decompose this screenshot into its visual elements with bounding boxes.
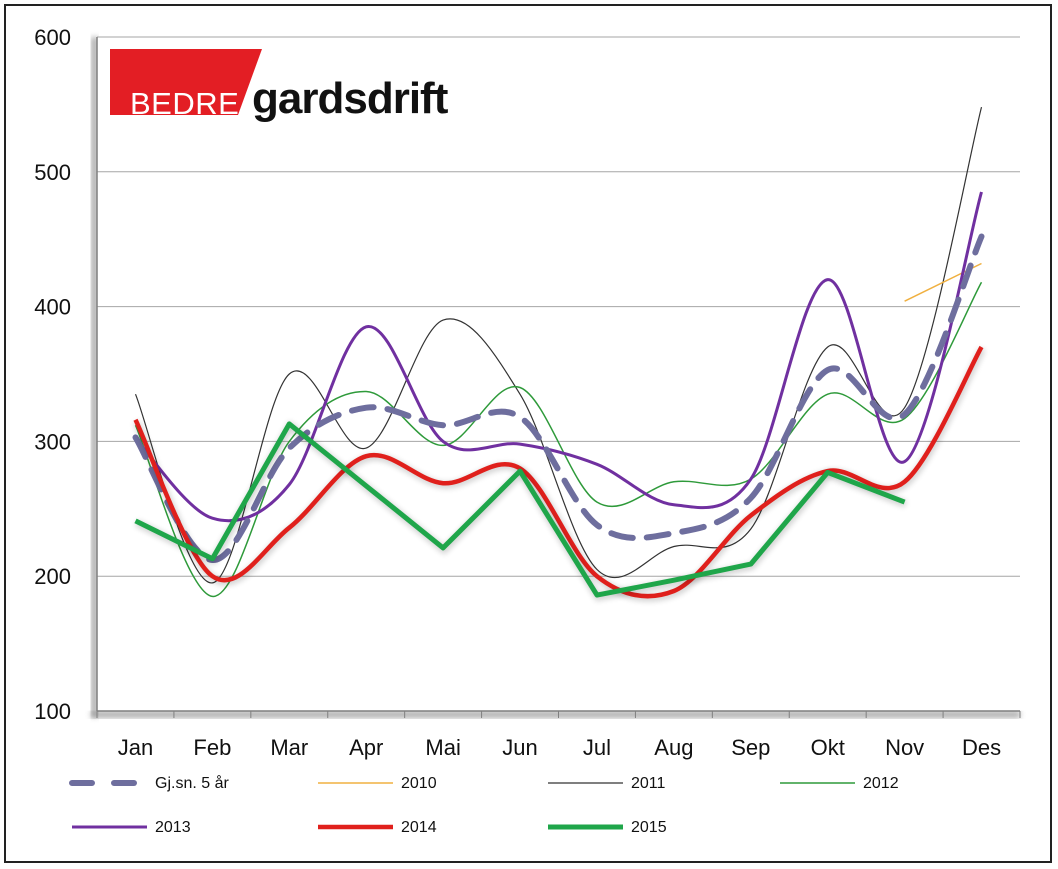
x-tick-label-mai: Mai: [425, 735, 460, 760]
y-tick-label-100: 100: [34, 699, 71, 724]
x-tick-label-feb: Feb: [193, 735, 231, 760]
x-tick-label-sep: Sep: [731, 735, 770, 760]
bedre-gardsdrift-logo: BEDRE gardsdrift: [110, 49, 450, 123]
y-tick-label-600: 600: [34, 25, 71, 50]
series-line-2015: [134, 421, 906, 598]
legend-label-2011: 2011: [631, 775, 666, 792]
series-line-gj-sn-5-r: [132, 233, 985, 563]
series-line-2012: [134, 281, 983, 598]
plot-shadow-left: [91, 37, 98, 717]
logo-text-bedre: BEDRE: [130, 86, 239, 121]
series-line-2013: [134, 191, 983, 523]
x-tick-label-aug: Aug: [654, 735, 693, 760]
legend-label-2015: 2015: [631, 819, 667, 836]
x-tick-label-nov: Nov: [885, 735, 924, 760]
y-tick-label-300: 300: [34, 429, 71, 454]
y-tick-label-500: 500: [34, 160, 71, 185]
x-tick-label-jul: Jul: [583, 735, 611, 760]
y-axis-ticks: 100 200 300 400 500 600: [34, 25, 71, 724]
x-tick-label-jun: Jun: [502, 735, 537, 760]
series-line-2014: [133, 345, 984, 599]
x-tick-label-des: Des: [962, 735, 1001, 760]
legend-label-gj-sn-5-r: Gj.sn. 5 år: [155, 774, 229, 792]
x-tick-label-apr: Apr: [349, 735, 383, 760]
series-line-2011: [134, 106, 983, 584]
logo-red-block: [110, 49, 262, 115]
legend-label-2013: 2013: [155, 819, 191, 836]
legend: Gj.sn. 5 år 2010 2011 2012 2013 2014 2015: [69, 774, 899, 836]
plot-shadow-bottom: [91, 711, 1020, 718]
series-lines: [132, 106, 986, 602]
plot-background: [97, 37, 1020, 711]
y-tick-label-200: 200: [34, 564, 71, 589]
x-tick-label-okt: Okt: [811, 735, 845, 760]
legend-label-2010: 2010: [401, 775, 437, 792]
x-tick-label-jan: Jan: [118, 735, 153, 760]
x-axis-ticks: Jan Feb Mar Apr Mai Jun Jul Aug Sep Okt Nov Des: [96, 711, 1021, 760]
x-tick-label-mar: Mar: [270, 735, 308, 760]
y-tick-label-400: 400: [34, 295, 71, 320]
logo-text-gardsdrift: gardsdrift: [252, 74, 449, 123]
legend-label-2012: 2012: [863, 775, 899, 792]
plot-area-shadow: [91, 37, 1020, 718]
legend-label-2014: 2014: [401, 819, 437, 836]
